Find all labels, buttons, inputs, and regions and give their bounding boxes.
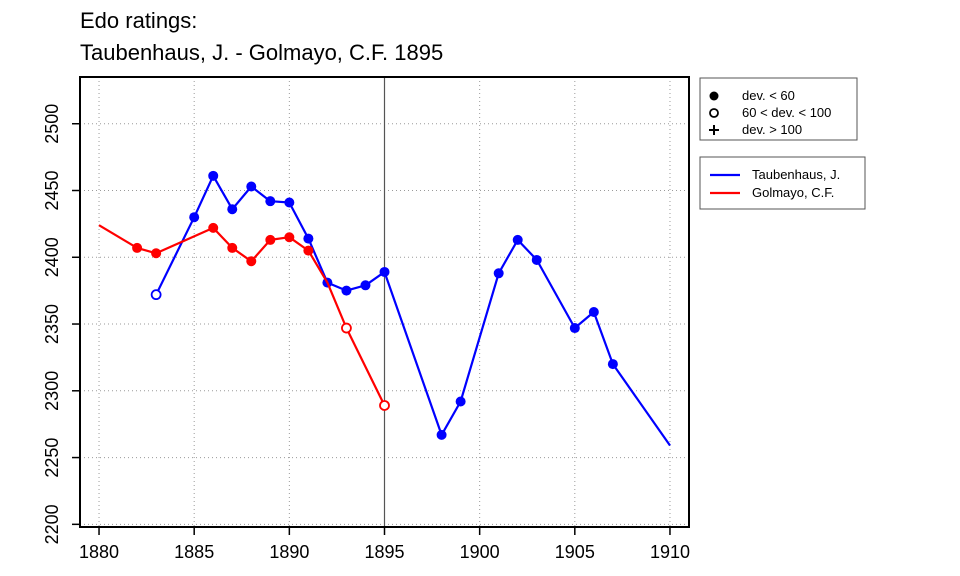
marker-legend-label: 60 < dev. < 100 xyxy=(742,105,831,120)
data-point xyxy=(455,396,466,407)
marker-legend-label: dev. > 100 xyxy=(742,122,802,137)
chart-title-line-2: Taubenhaus, J. - Golmayo, C.F. 1895 xyxy=(80,40,444,65)
x-tick-label: 1905 xyxy=(555,542,595,562)
data-point xyxy=(588,307,599,318)
data-point xyxy=(150,289,162,301)
y-tick-label: 2500 xyxy=(42,104,62,144)
plus-icon xyxy=(709,125,719,135)
x-tick-label: 1910 xyxy=(650,542,690,562)
data-point xyxy=(341,285,352,296)
data-point xyxy=(284,232,295,243)
x-tick-label: 1885 xyxy=(174,542,214,562)
chart-title-line-1: Edo ratings: xyxy=(80,8,198,33)
data-point xyxy=(360,280,371,291)
data-point xyxy=(246,181,257,192)
y-tick-label: 2400 xyxy=(42,237,62,277)
x-tick-label: 1890 xyxy=(269,542,309,562)
data-point xyxy=(284,197,295,208)
data-point xyxy=(303,233,314,244)
series-line-1 xyxy=(98,224,386,406)
data-point xyxy=(303,245,314,256)
data-point xyxy=(569,323,580,334)
series-legend-label: Golmayo, C.F. xyxy=(752,185,834,200)
data-point xyxy=(607,359,618,370)
x-tick-label: 1900 xyxy=(460,542,500,562)
marker-legend-box xyxy=(699,77,858,141)
data-point xyxy=(151,248,162,259)
y-tick-label: 2350 xyxy=(42,304,62,344)
data-point xyxy=(246,256,257,267)
y-tick-label: 2450 xyxy=(42,170,62,210)
data-point xyxy=(379,400,390,411)
data-point xyxy=(227,242,238,253)
legends: dev. < 60 60 < dev. < 100 dev. > 100 Tauben… xyxy=(699,77,866,210)
data-point xyxy=(512,234,523,245)
series-lines xyxy=(98,170,671,447)
data-point xyxy=(379,266,390,277)
y-tick-label: 2250 xyxy=(42,438,62,478)
series-legend-label: Taubenhaus, J. xyxy=(752,167,840,182)
data-point xyxy=(132,242,143,253)
y-tick-label: 2200 xyxy=(42,504,62,544)
data-point xyxy=(493,268,504,279)
x-tick-label: 1895 xyxy=(364,542,404,562)
data-point xyxy=(265,196,276,207)
filled-circle-icon xyxy=(709,91,719,101)
open-circle-icon xyxy=(709,108,719,118)
data-point xyxy=(189,212,200,223)
axes: 1880 1885 1890 1895 1900 1905 1910 2200 2250 2300… xyxy=(42,76,690,562)
x-tick-label: 1880 xyxy=(79,542,119,562)
data-point xyxy=(208,222,219,233)
data-point xyxy=(341,322,352,334)
y-tick-label: 2300 xyxy=(42,371,62,411)
data-point xyxy=(265,234,276,245)
data-point xyxy=(208,170,219,181)
marker-legend-label: dev. < 60 xyxy=(742,88,795,103)
data-point xyxy=(531,254,542,265)
series-legend-box xyxy=(699,156,866,210)
data-point xyxy=(436,429,447,440)
data-point xyxy=(227,204,238,215)
